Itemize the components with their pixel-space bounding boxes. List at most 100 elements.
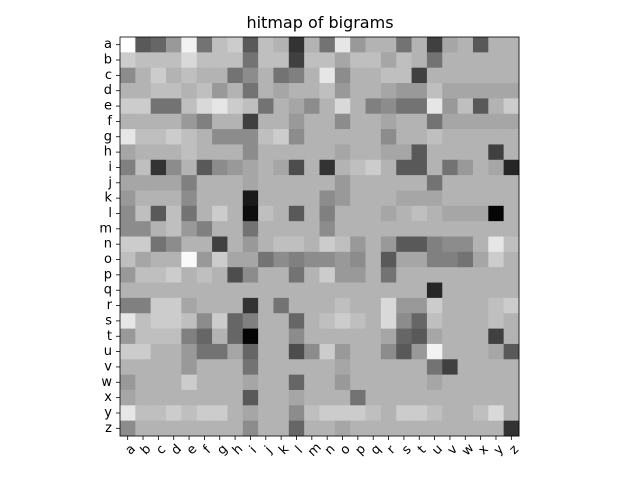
heatmap-cell-ho: [334, 144, 351, 161]
heatmap-cell-mr: [380, 221, 397, 237]
heatmap-cell-nj: [258, 236, 274, 253]
heatmap-cell-dx: [472, 83, 489, 99]
heatmap-cell-vs: [396, 359, 412, 376]
heatmap-cell-yv: [442, 405, 459, 422]
heatmap-cell-hq: [365, 144, 382, 161]
heatmap-cell-yl: [288, 405, 305, 422]
heatmap-cell-jo: [334, 175, 351, 191]
heatmap-cell-oi: [242, 251, 259, 268]
heatmap-cell-ue: [181, 343, 198, 360]
heatmap-cell-rz: [503, 297, 520, 314]
heatmap-cell-wu: [426, 374, 443, 391]
heatmap-cell-on: [319, 251, 336, 268]
heatmap-cell-bb: [135, 52, 152, 69]
y-tick-label-a: a: [104, 37, 112, 52]
heatmap-cell-dl: [288, 83, 305, 99]
heatmap-cell-to: [334, 328, 351, 345]
heatmap-cell-yg: [212, 405, 228, 422]
heatmap-cell-dt: [411, 83, 428, 99]
heatmap-cell-ya: [120, 405, 136, 422]
heatmap-cell-ov: [442, 251, 459, 268]
heatmap-cell-uv: [442, 343, 459, 360]
heatmap-cell-hg: [212, 144, 228, 161]
y-tick-label-u: u: [104, 344, 112, 359]
x-tick-label-c: c: [154, 442, 170, 458]
heatmap-cell-fi: [242, 113, 259, 130]
heatmap-cell-an: [319, 37, 336, 53]
heatmap-cell-vt: [411, 359, 428, 376]
heatmap-cell-fl: [288, 113, 305, 130]
y-tick-label-z: z: [105, 421, 112, 436]
heatmap-cell-yf: [196, 405, 213, 422]
heatmap-cell-hw: [457, 144, 474, 161]
heatmap-cell-cp: [350, 67, 366, 84]
heatmap-cell-ql: [288, 282, 305, 299]
heatmap-cell-za: [120, 420, 136, 437]
heatmap-cell-lg: [212, 205, 228, 222]
heatmap-cell-vj: [258, 359, 274, 376]
heatmap-cell-xo: [334, 389, 351, 406]
heatmap-cell-zc: [150, 420, 167, 437]
heatmap-cell-gi: [242, 129, 259, 145]
heatmap-cell-do: [334, 83, 351, 99]
heatmap-cell-hl: [288, 144, 305, 161]
heatmap-cell-hp: [350, 144, 366, 161]
heatmap-cell-vp: [350, 359, 366, 376]
heatmap-cell-yy: [488, 405, 505, 422]
heatmap-cell-vn: [319, 359, 336, 376]
heatmap-cell-ws: [396, 374, 412, 391]
heatmap-cell-tu: [426, 328, 443, 345]
heatmap-cell-dy: [488, 83, 505, 99]
heatmap-cell-cb: [135, 67, 152, 84]
heatmap-cell-ct: [411, 67, 428, 84]
heatmap-cell-yx: [472, 405, 489, 422]
heatmap-cell-sb: [135, 313, 152, 329]
heatmap-cell-cv: [442, 67, 459, 84]
heatmap-cell-ve: [181, 359, 198, 376]
heatmap-cell-ij: [258, 159, 274, 176]
heatmap-cell-ye: [181, 405, 198, 422]
heatmap-cell-qh: [227, 282, 244, 299]
heatmap-cell-lp: [350, 205, 366, 222]
heatmap-cell-av: [442, 37, 459, 53]
heatmap-cell-xu: [426, 389, 443, 406]
heatmap-cell-pz: [503, 267, 520, 283]
heatmap-cell-vo: [334, 359, 351, 376]
heatmap-cell-tl: [288, 328, 305, 345]
heatmap-cell-bz: [503, 52, 520, 69]
heatmap-cell-us: [396, 343, 412, 360]
heatmap-cell-kk: [273, 190, 290, 207]
heatmap-cell-pl: [288, 267, 305, 283]
heatmap-cell-oe: [181, 251, 198, 268]
heatmap-cell-qi: [242, 282, 259, 299]
heatmap-cell-og: [212, 251, 228, 268]
heatmap-cell-tt: [411, 328, 428, 345]
heatmap-cell-ff: [196, 113, 213, 130]
heatmap-cell-fv: [442, 113, 459, 130]
heatmap-cell-cq: [365, 67, 382, 84]
heatmap-cell-oo: [334, 251, 351, 268]
heatmap-cell-ps: [396, 267, 412, 283]
heatmap-cell-ls: [396, 205, 412, 222]
heatmap-cell-cc: [150, 67, 167, 84]
x-tick-label-h: h: [230, 442, 246, 458]
heatmap-cell-pn: [319, 267, 336, 283]
heatmap-cell-ey: [488, 98, 505, 115]
heatmap-cell-xi: [242, 389, 259, 406]
heatmap-cell-lv: [442, 205, 459, 222]
heatmap-cell-oq: [365, 251, 382, 268]
heatmap-cell-he: [181, 144, 198, 161]
heatmap-cell-jd: [166, 175, 182, 191]
heatmap-cell-uq: [365, 343, 382, 360]
heatmap-cell-lu: [426, 205, 443, 222]
heatmap-cell-ib: [135, 159, 152, 176]
heatmap-cell-wr: [380, 374, 397, 391]
heatmap-cell-it: [411, 159, 428, 176]
heatmap-cell-fw: [457, 113, 474, 130]
heatmap-cell-ro: [334, 297, 351, 314]
heatmap-cell-zf: [196, 420, 213, 437]
heatmap-cell-pu: [426, 267, 443, 283]
heatmap-cell-yc: [150, 405, 167, 422]
x-tick-label-j: j: [261, 443, 275, 457]
heatmap-cell-bu: [426, 52, 443, 69]
